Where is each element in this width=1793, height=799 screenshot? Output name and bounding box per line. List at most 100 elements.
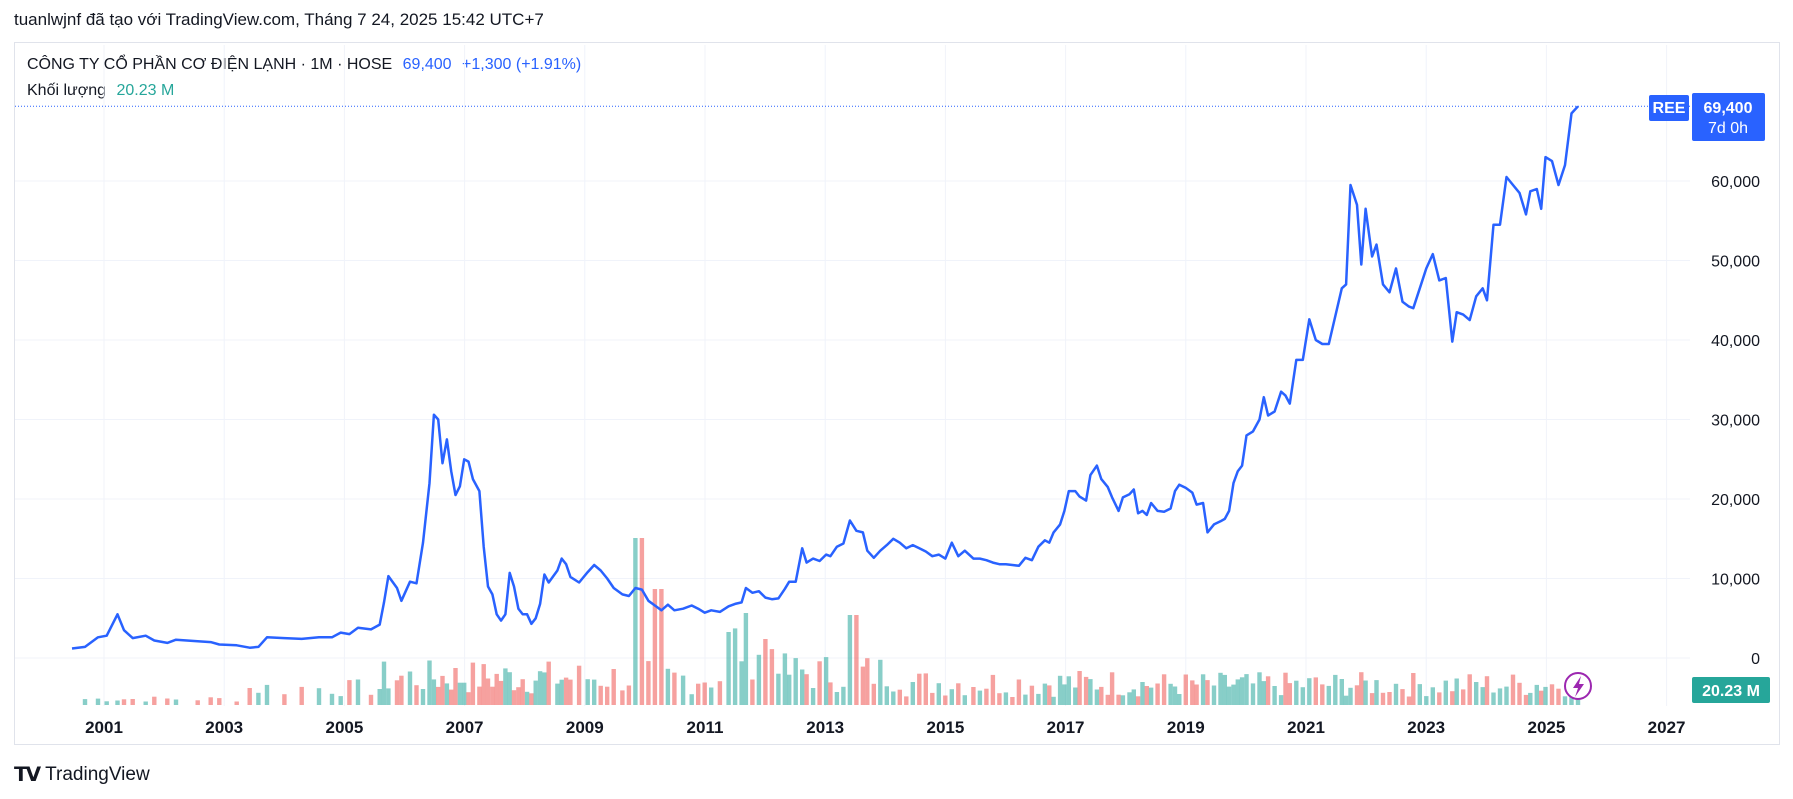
x-tick-label: 2001: [85, 718, 123, 737]
volume-bar: [1140, 682, 1145, 705]
volume-bar: [386, 688, 391, 705]
volume-bar: [884, 686, 889, 705]
volume-bar: [1549, 684, 1555, 705]
volume-bar: [1016, 679, 1022, 705]
volume-bar: [1023, 694, 1028, 705]
volume-bar: [871, 683, 876, 705]
volume-bar: [1320, 684, 1325, 705]
volume-bar: [930, 692, 935, 705]
volume-label[interactable]: Khối lượng: [27, 82, 107, 99]
legend-main-row: CÔNG TY CỔ PHẦN CƠ ĐIỆN LẠNH · 1M · HOSE…: [27, 52, 581, 78]
volume-bar: [1155, 683, 1160, 705]
volume-bar: [485, 678, 491, 705]
volume-bar: [1172, 686, 1178, 705]
volume-bar: [542, 672, 547, 705]
volume-bar: [1354, 685, 1360, 705]
volume-bar: [1183, 674, 1188, 705]
x-tick-label: 2007: [446, 718, 484, 737]
volume-bar: [1003, 692, 1009, 705]
symbol-title[interactable]: CÔNG TY CỔ PHẦN CƠ ĐIỆN LẠNH · 1M · HOSE: [27, 56, 393, 73]
volume-bar: [1120, 695, 1126, 705]
volume-bar: [399, 675, 404, 705]
volume-bar: [470, 662, 476, 705]
x-tick-label: 2021: [1287, 718, 1325, 737]
x-tick-label: 2013: [806, 718, 844, 737]
chart-frame: [14, 42, 1780, 745]
y-tick-label: 40,000: [1711, 333, 1760, 350]
volume-bar: [804, 674, 809, 705]
volume-bar: [1430, 687, 1435, 705]
volume-bar: [1083, 676, 1089, 705]
y-tick-label: 30,000: [1711, 413, 1760, 430]
volume-bar: [1205, 680, 1210, 705]
volume-bar: [1010, 697, 1015, 705]
volume-bar: [1073, 687, 1078, 705]
y-tick-label: 60,000: [1711, 174, 1760, 191]
volume-bar: [1099, 686, 1104, 705]
volume-bar: [217, 698, 222, 705]
volume-bar: [828, 682, 833, 705]
volume-bar: [592, 679, 597, 705]
volume-bar: [943, 695, 948, 705]
volume-bar: [598, 685, 603, 705]
volume-bar: [1161, 674, 1167, 705]
volume-bar: [368, 694, 374, 705]
y-tick-label: 20,000: [1711, 492, 1760, 509]
volume-bar: [1177, 694, 1182, 705]
volume-bar: [743, 613, 749, 705]
volume-bar: [1424, 696, 1429, 705]
volume-bar: [904, 696, 909, 705]
volume-bar: [299, 686, 304, 705]
volume-bar: [282, 694, 287, 705]
volume-bar: [1283, 672, 1288, 705]
volume-bar: [923, 673, 928, 705]
volume-bar: [1131, 689, 1136, 705]
volume-bar: [347, 680, 352, 705]
volume-bar: [1066, 676, 1071, 705]
volume-bar: [466, 692, 471, 705]
volume-bar: [717, 681, 723, 705]
volume-bar: [1461, 689, 1466, 705]
tradingview-logo[interactable]: 𝗧𝗩 TradingView: [14, 762, 150, 787]
volume-bar: [1569, 695, 1574, 705]
volume-bar: [756, 654, 762, 705]
volume-bar: [559, 679, 564, 705]
volume-bar: [878, 659, 883, 705]
volume-bar: [1168, 683, 1173, 705]
volume-bar: [338, 696, 343, 705]
volume-bar: [1194, 684, 1199, 705]
volume-bar: [956, 683, 961, 705]
volume-bar: [1287, 683, 1292, 705]
chart-grid: [15, 45, 1690, 706]
volume-bar: [1523, 694, 1529, 705]
volume-bar: [1057, 675, 1063, 705]
volume-bar: [984, 688, 989, 705]
volume-bar: [563, 677, 569, 705]
volume-bar: [1226, 686, 1232, 705]
volume-bar: [823, 657, 829, 705]
volume-bar: [1539, 690, 1544, 705]
y-tick-label: 0: [1751, 651, 1760, 668]
volume-bar: [1359, 672, 1364, 705]
volume-tag: 20.23 M: [1692, 677, 1770, 703]
volume-bar: [1474, 682, 1479, 705]
x-tick-label: 2003: [205, 718, 243, 737]
legend-change: +1,300 (+1.91%): [462, 56, 582, 73]
volume-bar: [739, 661, 744, 705]
volume-bar: [1380, 692, 1386, 705]
volume-bar: [834, 692, 840, 705]
volume-bar: [115, 700, 120, 705]
volume-bar: [1222, 674, 1227, 705]
volume-bar: [1294, 680, 1299, 705]
volume-bar: [1094, 689, 1100, 705]
volume-bar: [316, 688, 322, 705]
volume-bar: [481, 664, 486, 705]
volume-bar: [568, 679, 573, 705]
volume-bar: [1042, 683, 1048, 705]
volume-bar: [659, 589, 664, 705]
volume-bar: [453, 668, 458, 705]
lightning-icon[interactable]: [1564, 672, 1592, 700]
volume-bar: [414, 685, 419, 705]
volume-bar: [1231, 684, 1236, 705]
